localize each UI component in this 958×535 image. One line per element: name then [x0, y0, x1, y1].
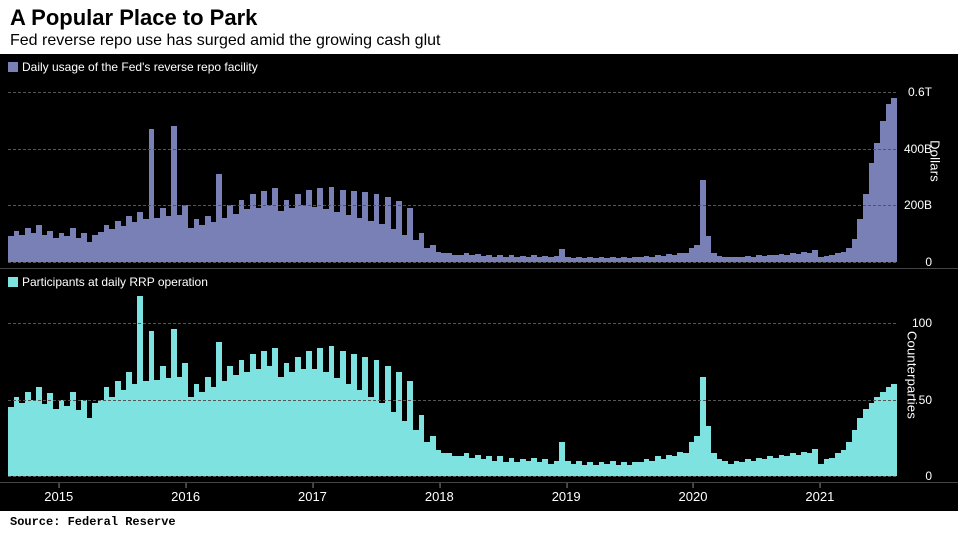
- gridline: [8, 476, 896, 477]
- y-tick-label: 50: [919, 393, 932, 407]
- legend-swatch-icon: [8, 277, 18, 287]
- panel-dollars: Daily usage of the Fed's reverse repo fa…: [0, 54, 958, 268]
- legend-label: Participants at daily RRP operation: [22, 275, 208, 289]
- y-axis-label-dollars: Dollars: [928, 140, 943, 182]
- y-tick-label: 100: [912, 316, 932, 330]
- gridline: [8, 149, 896, 150]
- x-tick-label: 2015: [44, 489, 73, 504]
- gridline: [8, 205, 896, 206]
- source-label: Source: Federal Reserve: [10, 515, 176, 529]
- y-tick-label: 0.6T: [908, 85, 932, 99]
- legend-dollars: Daily usage of the Fed's reverse repo fa…: [8, 60, 258, 74]
- x-tick-label: 2016: [171, 489, 200, 504]
- x-tick-label: 2017: [298, 489, 327, 504]
- panel-counterparties: Participants at daily RRP operation 0 50 1…: [0, 269, 958, 483]
- legend-counterparties: Participants at daily RRP operation: [8, 275, 208, 289]
- y-axis-label-counterparties: Counterparties: [904, 331, 919, 419]
- chart-footer: Source: Federal Reserve: [0, 511, 958, 535]
- y-tick-label: 0: [925, 255, 932, 269]
- x-tick-label: 2021: [805, 489, 834, 504]
- plot-counterparties: [8, 293, 896, 476]
- chart-header: A Popular Place to Park Fed reverse repo…: [0, 0, 958, 54]
- gridline: [8, 400, 896, 401]
- x-tick-label: 2019: [552, 489, 581, 504]
- gridline: [8, 262, 896, 263]
- chart-area: Daily usage of the Fed's reverse repo fa…: [0, 54, 958, 511]
- gridline: [8, 323, 896, 324]
- legend-swatch-icon: [8, 62, 18, 72]
- y-tick-label: 0: [925, 469, 932, 483]
- plot-dollars: [8, 78, 896, 261]
- x-axis: 2015 2016 2017 2018 2019 2020 2021: [0, 483, 958, 511]
- legend-label: Daily usage of the Fed's reverse repo fa…: [22, 60, 258, 74]
- x-tick-label: 2018: [425, 489, 454, 504]
- gridline: [8, 92, 896, 93]
- chart-title: A Popular Place to Park: [10, 6, 948, 30]
- chart-subtitle: Fed reverse repo use has surged amid the…: [10, 32, 948, 50]
- y-tick-label: 200B: [904, 198, 932, 212]
- x-tick-label: 2020: [679, 489, 708, 504]
